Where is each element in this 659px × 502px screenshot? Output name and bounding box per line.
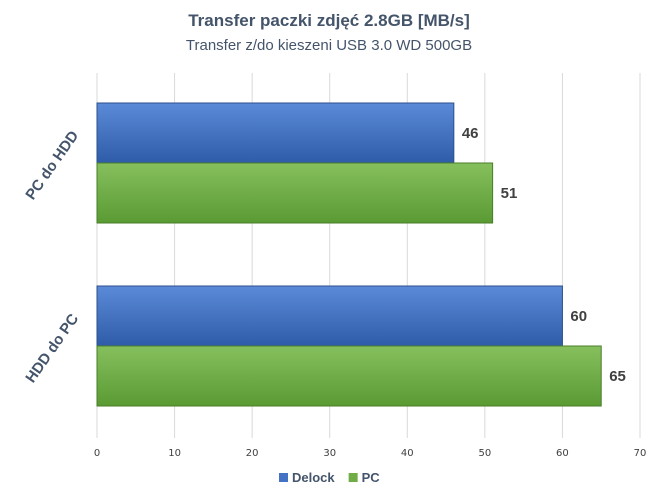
data-label: 65 (609, 368, 626, 385)
bar-delock-1 (96, 102, 455, 164)
x-tick-label: 40 (401, 448, 414, 459)
category-label: HDD do PC (22, 311, 82, 386)
x-tick-label: 70 (634, 448, 647, 459)
x-tick-label: 0 (94, 448, 100, 459)
x-tick-label: 10 (168, 448, 181, 459)
legend-label-pc: PC (362, 470, 381, 485)
x-tick-label: 60 (556, 448, 569, 459)
x-tick-label: 50 (478, 448, 491, 459)
bars (96, 102, 602, 407)
bar-pc-2 (96, 345, 602, 407)
legend-label-delock: Delock (292, 470, 335, 485)
data-label: 60 (570, 308, 587, 325)
data-label: 46 (462, 125, 479, 142)
legend-swatch-delock (279, 473, 288, 482)
legend-swatch-pc (348, 473, 358, 482)
bar-pc-1 (96, 162, 494, 224)
chart-title: Transfer paczki zdjęć 2.8GB [MB/s] (188, 11, 470, 30)
category-label: PC do HDD (22, 128, 82, 203)
chart-subtitle: Transfer z/do kieszeni USB 3.0 WD 500GB (186, 37, 472, 54)
x-tick-label: 20 (246, 448, 259, 459)
bar-delock-2 (96, 285, 563, 347)
x-tick-label: 30 (323, 448, 336, 459)
legend: Delock PC (279, 470, 380, 485)
data-label: 51 (501, 185, 518, 202)
